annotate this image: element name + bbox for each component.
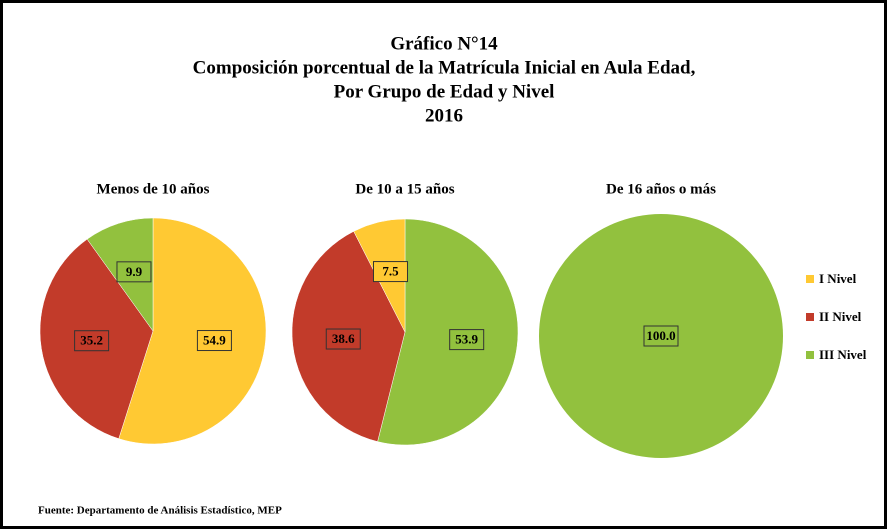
source: Fuente: Departamento de Análisis Estadís… (38, 505, 282, 517)
title-line: Gráfico N°14 (390, 33, 498, 54)
title-line: Composición porcentual de la Matrícula I… (193, 57, 696, 78)
pie-slice (377, 218, 519, 446)
label-box (196, 330, 232, 352)
data-label: 100.0 (646, 328, 675, 343)
legend-label: I Nivel (819, 271, 857, 286)
legend-label: II Nivel (819, 309, 862, 324)
data-label: 35.2 (80, 333, 103, 348)
legend-swatch (806, 313, 814, 321)
data-label: 54.9 (203, 333, 226, 348)
label-box (116, 261, 152, 283)
data-label: 38.6 (332, 331, 355, 346)
legend-label: III Nivel (819, 347, 867, 362)
title-line: 2016 (425, 105, 463, 126)
label-box (643, 325, 679, 347)
label-box (325, 328, 361, 350)
data-label: 7.5 (382, 264, 399, 279)
label-box (74, 330, 110, 352)
pie-slice (118, 217, 267, 445)
title-line: Por Grupo de Edad y Nivel (334, 81, 555, 102)
pie-title: Menos de 10 años (97, 181, 210, 197)
pie-title: De 10 a 15 años (355, 181, 454, 197)
data-label: 53.9 (455, 332, 478, 347)
pie-title: De 16 años o más (606, 181, 716, 197)
label-box (372, 261, 408, 283)
legend-swatch (806, 351, 814, 359)
label-box (449, 329, 485, 351)
legend-swatch (806, 275, 814, 283)
data-label: 9.9 (126, 264, 143, 279)
